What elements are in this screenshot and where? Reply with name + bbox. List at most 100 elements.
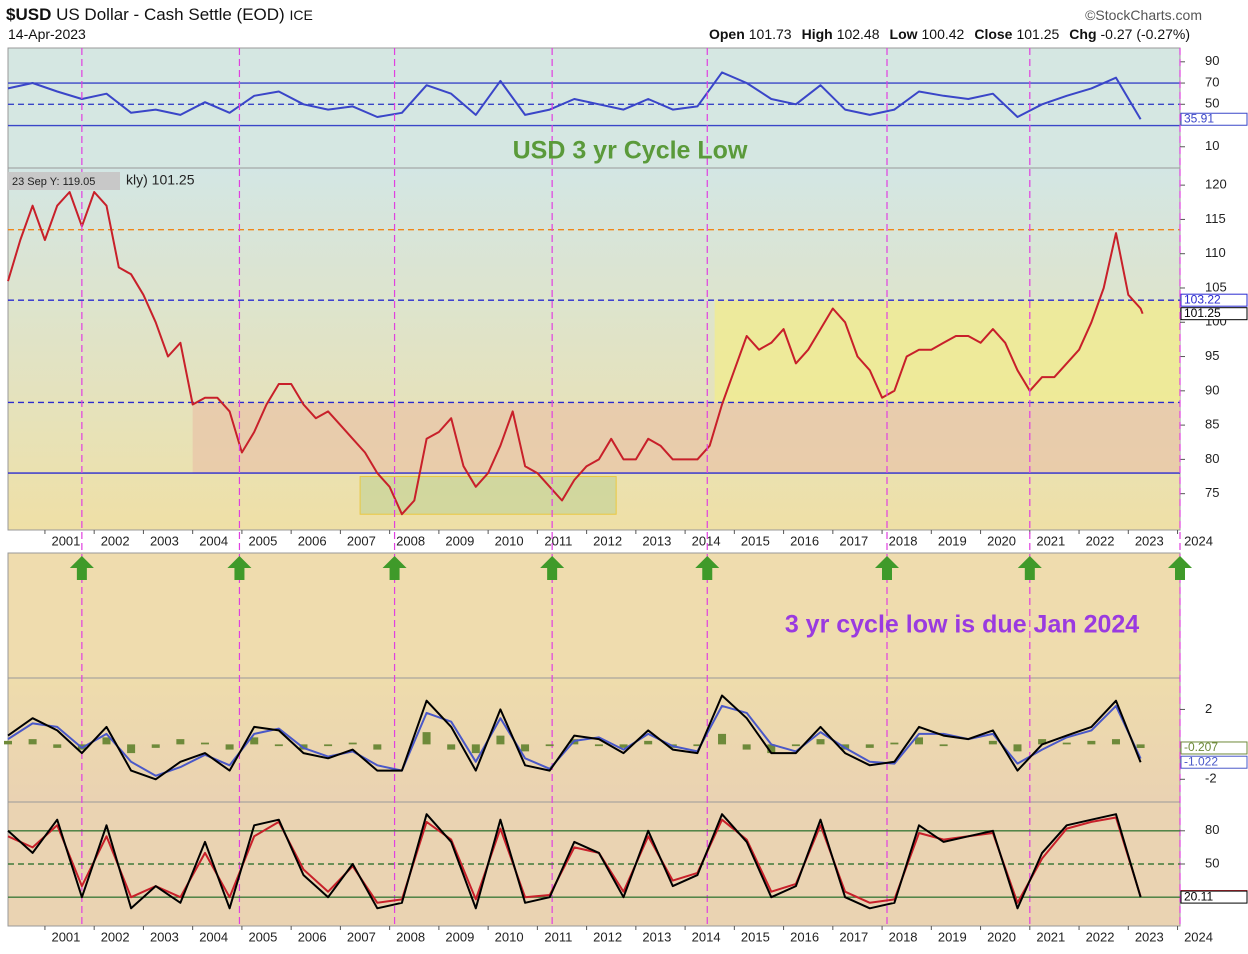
quote-label: Open bbox=[708, 26, 745, 42]
value-tag bbox=[1180, 293, 1248, 307]
histogram-bar bbox=[422, 732, 431, 745]
histogram-bar bbox=[988, 740, 997, 745]
x-tick-label: 2002 bbox=[101, 929, 130, 944]
rsi-panel bbox=[7, 47, 1181, 169]
x-tick-label: 2021 bbox=[1036, 929, 1065, 944]
histogram-bar bbox=[348, 742, 357, 745]
x-tick-label: 2012 bbox=[593, 929, 622, 944]
series-line bbox=[7, 71, 1142, 120]
histogram-bar bbox=[742, 744, 751, 750]
x-tick-label: 2017 bbox=[839, 533, 868, 548]
x-tick-label: 2002 bbox=[101, 533, 130, 548]
quote-label: Chg bbox=[1069, 26, 1097, 42]
x-tick-label: 2019 bbox=[938, 533, 967, 548]
x-tick-label: 2015 bbox=[741, 533, 770, 548]
series-line bbox=[7, 191, 1144, 516]
value-tag bbox=[1180, 755, 1248, 769]
y-tick-label: 80 bbox=[1205, 451, 1219, 466]
y-tick-label: 95 bbox=[1205, 348, 1219, 363]
x-tick-label: 2005 bbox=[248, 929, 277, 944]
histogram-bar bbox=[496, 735, 505, 745]
x-tick-label: 2008 bbox=[396, 929, 425, 944]
cycle-arrow bbox=[1168, 556, 1192, 580]
cycle-arrow bbox=[875, 556, 899, 580]
histogram-bar bbox=[4, 740, 12, 745]
x-tick-label: 2014 bbox=[692, 929, 721, 944]
quote-value: 101.73 bbox=[748, 26, 792, 42]
value-tag-label: 101.25 bbox=[1184, 306, 1221, 320]
quote-label: Low bbox=[889, 26, 918, 42]
y-tick-label: 80 bbox=[1205, 822, 1219, 837]
histogram-bar bbox=[274, 744, 283, 747]
x-tick-label: 2022 bbox=[1086, 929, 1115, 944]
histogram-bar bbox=[373, 744, 382, 750]
x-tick-label: 2017 bbox=[839, 929, 868, 944]
marks: 9070501035.91120115110105100959085807520… bbox=[4, 48, 1248, 944]
value-tag bbox=[1180, 112, 1248, 126]
x-tick-label: 2003 bbox=[150, 929, 179, 944]
y-tick-label: 115 bbox=[1205, 211, 1226, 226]
quote-label: Close bbox=[974, 26, 1013, 42]
tooltip: 23 Sep Y: 119.05 bbox=[12, 176, 95, 188]
date: 14-Apr-2023 bbox=[8, 26, 86, 42]
histogram-bar bbox=[200, 742, 209, 745]
histogram-bar bbox=[1013, 744, 1022, 752]
x-tick-label: 2011 bbox=[544, 929, 572, 944]
histogram-bar bbox=[1136, 744, 1145, 748]
legend: kly) 101.25 bbox=[126, 172, 195, 188]
x-tick-label: 2007 bbox=[347, 929, 376, 944]
x-tick-label: 2023 bbox=[1135, 533, 1164, 548]
cycle-arrow bbox=[695, 556, 720, 580]
quote-label: High bbox=[801, 26, 833, 42]
x-tick-label: 2024 bbox=[1184, 533, 1213, 548]
x-tick-label: 2019 bbox=[938, 929, 967, 944]
value-tag-label: -0.207 bbox=[1184, 740, 1218, 754]
quote-value: 101.25 bbox=[1016, 26, 1060, 42]
x-tick-label: 2010 bbox=[495, 533, 524, 548]
histogram-bar bbox=[225, 744, 234, 750]
histogram-bar bbox=[250, 737, 259, 745]
x-tick-label: 2021 bbox=[1036, 533, 1065, 548]
value-tag bbox=[1180, 741, 1248, 755]
x-tick-label: 2018 bbox=[889, 929, 918, 944]
y-tick-label: 50 bbox=[1205, 855, 1219, 870]
quote-value: 100.42 bbox=[921, 26, 965, 42]
x-tick-label: 2023 bbox=[1135, 929, 1164, 944]
y-tick-label: 110 bbox=[1205, 245, 1226, 260]
x-tick-label: 2001 bbox=[51, 533, 80, 548]
histogram-bar bbox=[53, 744, 62, 748]
histogram-bar bbox=[471, 744, 480, 754]
histogram-bar bbox=[151, 744, 160, 748]
histogram-bar bbox=[915, 737, 924, 745]
x-tick-label: 2024 bbox=[1184, 929, 1213, 944]
histogram-bar bbox=[791, 744, 800, 747]
macd-panel bbox=[7, 677, 1181, 803]
cycle-arrow bbox=[69, 556, 94, 580]
cycle-arrow bbox=[1017, 556, 1042, 580]
x-tick-label: 2016 bbox=[790, 533, 819, 548]
zone bbox=[192, 402, 1180, 474]
histogram-bar bbox=[176, 739, 185, 745]
histogram-bar bbox=[718, 733, 727, 745]
quote-row: Open 101.73 High 102.48 Low 100.42 Close 101.25… bbox=[709, 26, 1200, 42]
x-tick-label: 2009 bbox=[445, 929, 474, 944]
series-line bbox=[7, 813, 1142, 910]
histogram-bar bbox=[545, 744, 554, 747]
x-tick-label: 2004 bbox=[199, 533, 228, 548]
cycle-arrow bbox=[540, 556, 565, 580]
histogram-bar bbox=[28, 739, 37, 745]
histogram-bar bbox=[1062, 742, 1071, 745]
quote-value: 102.48 bbox=[836, 26, 880, 42]
value-tag-label: 20.11 bbox=[1184, 889, 1213, 903]
histogram-bar bbox=[693, 744, 702, 747]
series-line bbox=[7, 704, 1142, 777]
histogram-bar bbox=[865, 744, 874, 748]
y-tick-label: 85 bbox=[1205, 417, 1219, 432]
x-tick-label: 2020 bbox=[987, 929, 1016, 944]
x-tick-label: 2020 bbox=[987, 533, 1016, 548]
x-tick-label: 2014 bbox=[692, 533, 721, 548]
y-tick-label: 105 bbox=[1205, 279, 1227, 294]
value-tag bbox=[1180, 890, 1248, 904]
value-tag bbox=[1180, 307, 1248, 321]
